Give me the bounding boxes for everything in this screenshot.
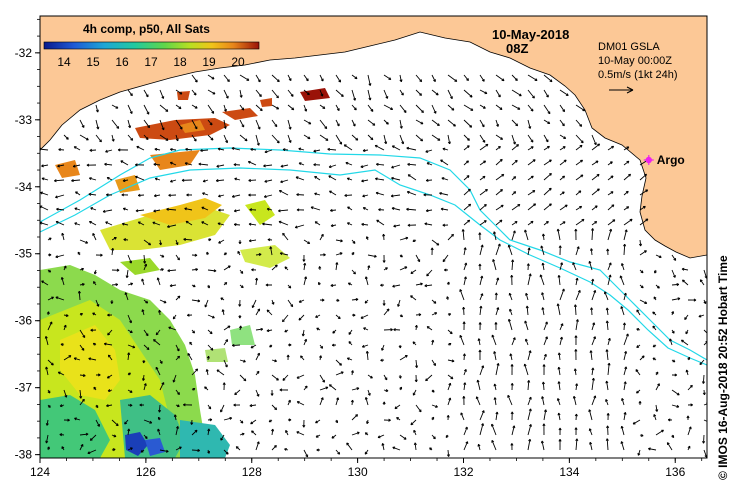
x-tick-label: 124 [30, 465, 50, 479]
sst-legend: 4h comp, p50, All Sats 14 15 16 17 18 19 20 [43, 22, 260, 69]
vector-scale-arrow [609, 86, 634, 94]
australia-land [40, 16, 707, 259]
argo-label: Argo [657, 153, 685, 167]
sst-patches [40, 88, 330, 458]
y-tick-label: -37 [15, 381, 33, 395]
bathymetry-contours [40, 147, 707, 366]
product-name: DM01 GSLA [598, 41, 660, 53]
x-tick-label: 130 [348, 465, 368, 479]
y-tick-label: -32 [15, 46, 33, 60]
legend-tick-label: 17 [144, 55, 158, 69]
legend-tick-label: 14 [57, 55, 71, 69]
x-tick-label: 132 [453, 465, 473, 479]
y-tick-label: -36 [15, 314, 33, 328]
x-tick-label: 136 [665, 465, 685, 479]
x-tick-label: 134 [559, 465, 579, 479]
legend-tick-labels: 14 15 16 17 18 19 20 [57, 55, 245, 69]
legend-title: 4h comp, p50, All Sats [83, 22, 210, 36]
map-date: 10-May-2018 [492, 27, 569, 42]
legend-tick-label: 18 [173, 55, 187, 69]
argo-float-marker: Argo [643, 153, 685, 167]
legend-tick-label: 15 [86, 55, 100, 69]
y-tick-label: -38 [15, 448, 33, 462]
legend-tick-label: 19 [202, 55, 216, 69]
y-tick-label: -33 [15, 113, 33, 127]
legend-tick-label: 20 [231, 55, 245, 69]
vector-scale-label: 0.5m/s (1kt 24h) [598, 69, 677, 81]
legend-tick-label: 16 [115, 55, 129, 69]
legend-colorbar [43, 41, 260, 50]
map-time: 08Z [506, 41, 528, 56]
x-tick-label: 128 [242, 465, 262, 479]
imos-credit: © IMOS 16-Aug-2018 20:52 Hobart Time [716, 255, 730, 480]
longitude-axis: 124 126 128 130 132 134 136 [30, 458, 703, 479]
x-tick-label: 126 [136, 465, 156, 479]
current-vector-field [40, 74, 707, 458]
product-time: 10-May 00:00Z [598, 55, 672, 67]
latitude-axis: -32 -33 -34 -35 -36 -37 -38 [15, 18, 40, 462]
y-tick-label: -35 [15, 247, 33, 261]
y-tick-label: -34 [15, 180, 33, 194]
